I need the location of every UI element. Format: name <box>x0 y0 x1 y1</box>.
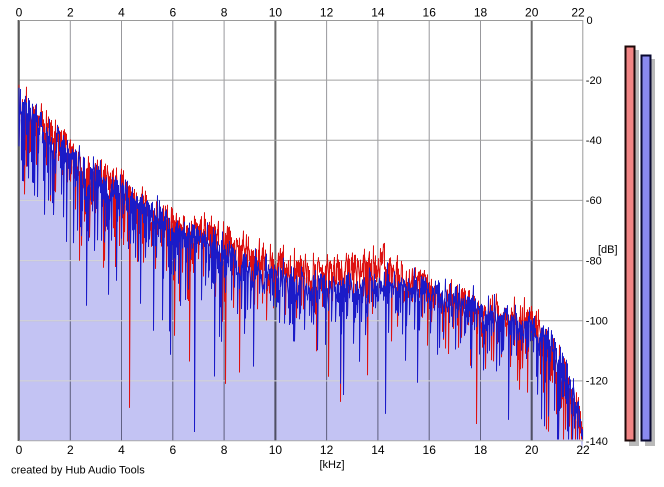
svg-text:20: 20 <box>525 6 539 20</box>
svg-text:-120: -120 <box>586 376 608 388</box>
svg-text:20: 20 <box>525 443 539 457</box>
svg-text:18: 18 <box>474 443 488 457</box>
svg-text:16: 16 <box>423 443 437 457</box>
svg-text:4: 4 <box>118 443 125 457</box>
svg-text:14: 14 <box>371 6 385 20</box>
svg-text:-60: -60 <box>586 195 602 207</box>
svg-text:[kHz]: [kHz] <box>319 459 344 471</box>
svg-text:8: 8 <box>221 6 228 20</box>
svg-text:0: 0 <box>16 6 23 20</box>
svg-text:16: 16 <box>423 6 437 20</box>
svg-text:22: 22 <box>576 443 590 457</box>
svg-text:2: 2 <box>67 443 74 457</box>
svg-text:[dB]: [dB] <box>598 244 618 256</box>
svg-text:14: 14 <box>371 443 385 457</box>
svg-text:2: 2 <box>67 6 74 20</box>
svg-text:4: 4 <box>118 6 125 20</box>
svg-text:-40: -40 <box>586 135 602 147</box>
svg-text:6: 6 <box>169 6 176 20</box>
svg-text:created by Hub Audio Tools: created by Hub Audio Tools <box>11 465 145 477</box>
svg-text:12: 12 <box>320 443 334 457</box>
svg-text:18: 18 <box>474 6 488 20</box>
svg-text:6: 6 <box>169 443 176 457</box>
svg-text:10: 10 <box>269 443 283 457</box>
svg-text:0: 0 <box>587 15 593 27</box>
svg-text:-80: -80 <box>586 255 602 267</box>
svg-text:0: 0 <box>16 443 23 457</box>
svg-text:-20: -20 <box>586 75 602 87</box>
svg-text:22: 22 <box>571 6 585 20</box>
svg-text:12: 12 <box>320 6 334 20</box>
svg-text:-140: -140 <box>586 436 608 448</box>
svg-text:-100: -100 <box>586 316 608 328</box>
svg-text:10: 10 <box>269 6 283 20</box>
svg-text:8: 8 <box>221 443 228 457</box>
